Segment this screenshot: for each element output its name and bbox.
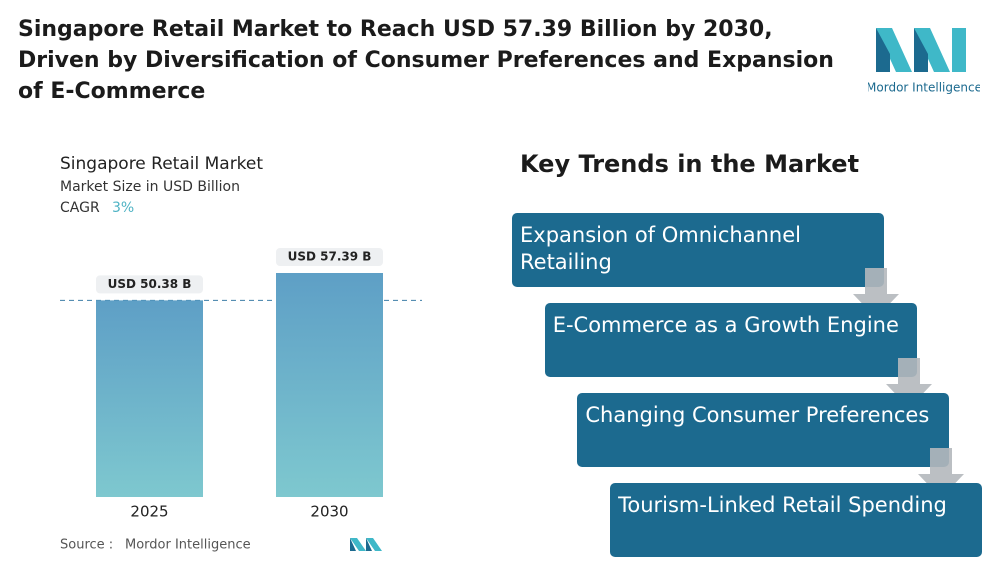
source-name: Mordor Intelligence [125,538,251,553]
chart-title: Singapore Retail Market [60,154,263,174]
x-tick-label: 2025 [130,503,168,521]
trend-box: E-Commerce as a Growth Engine [544,303,917,377]
small-logo [350,538,382,551]
value-label: USD 50.38 B [108,277,192,291]
value-label-bg [276,248,383,266]
trend-box: Expansion of Omnichannel Retailing [512,213,884,287]
chart-subtitle: Market Size in USD Billion [60,179,240,195]
logo-text: Mordor Intelligence [868,81,980,95]
trend-box: Changing Consumer Preferences [577,393,950,467]
trends-title: Key Trends in the Market [520,150,860,178]
source-label: Source : [60,538,113,553]
trend-box: Tourism-Linked Retail Spending [610,483,983,557]
bar [96,300,203,497]
bar [276,273,383,497]
x-tick-label: 2030 [310,503,348,521]
page-title: Singapore Retail Market to Reach USD 57.… [18,17,834,104]
cagr-value: 3% [112,200,134,216]
value-label: USD 57.39 B [288,250,372,264]
chart: Singapore Retail Market Market Size in U… [60,154,422,553]
value-label-bg [96,275,203,294]
cagr-label: CAGR [60,200,100,216]
logo: Mordor Intelligence [868,28,980,95]
